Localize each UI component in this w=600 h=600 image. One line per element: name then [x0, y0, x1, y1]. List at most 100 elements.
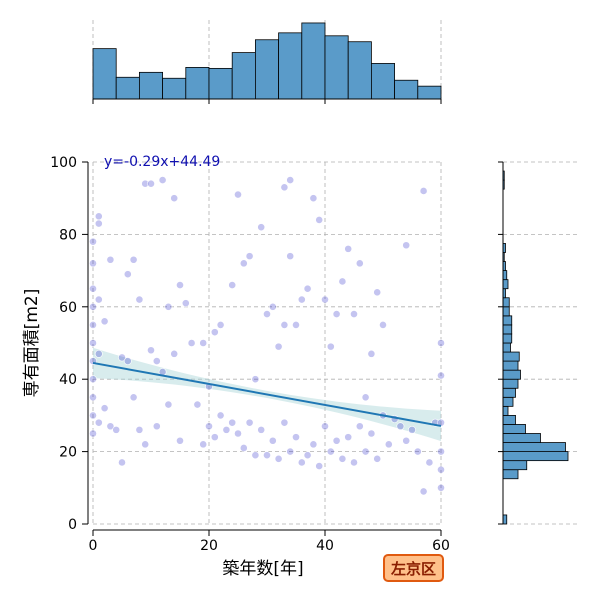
right-hist-bar [502, 324, 513, 335]
y-tick-label: 60 [59, 300, 77, 316]
scatter-point [187, 339, 196, 347]
right-hist-bar [502, 414, 516, 425]
scatter-point [164, 302, 173, 311]
scatter-point [280, 183, 289, 192]
scatter-point [205, 422, 213, 431]
right-hist-bar [502, 315, 513, 326]
scatter-point [89, 302, 97, 311]
scatter-point [94, 418, 103, 427]
scatter-point [303, 451, 312, 460]
top-hist-bar [324, 35, 349, 100]
scatter-point [321, 295, 329, 304]
scatter-point [118, 353, 126, 362]
x-tick-label: 0 [89, 538, 98, 554]
top-hist-bar [370, 63, 395, 100]
scatter-point [437, 483, 445, 492]
top-hist-bar [162, 77, 187, 100]
scatter-point [147, 346, 155, 355]
scatter-point [437, 465, 445, 474]
right-hist-bar [502, 306, 510, 317]
right-hist-bar [502, 424, 526, 434]
right-hist-bar [502, 396, 514, 407]
scatter-point [94, 212, 103, 221]
right-hist-bar [502, 451, 569, 462]
regression-equation: y=-0.29x+44.49 [104, 154, 220, 170]
scatter-point [402, 241, 411, 250]
scatter-point [106, 255, 115, 264]
right-hist-bar [502, 405, 509, 416]
scatter-point [94, 349, 103, 358]
scatter-point [239, 259, 248, 268]
scatter-point [228, 418, 237, 427]
top-hist-ticks [92, 99, 442, 104]
scatter-point [89, 429, 97, 438]
right-hist-bar [502, 469, 519, 480]
scatter-point [89, 259, 97, 268]
x-axis-label: 築年数[年] [222, 559, 303, 579]
right-hist-ticks [498, 161, 503, 525]
scatter-point [89, 237, 97, 246]
scatter-point [193, 400, 202, 409]
scatter-point [292, 433, 300, 442]
scatter-point [123, 357, 132, 365]
scatter-point [257, 223, 266, 232]
scatter-point [141, 440, 150, 449]
top-hist-bars [92, 22, 442, 100]
right-hist-bar [502, 270, 508, 281]
scatter-point [373, 454, 382, 463]
scatter-point [367, 349, 376, 358]
scatter-point [425, 458, 434, 467]
scatter-point [419, 187, 428, 195]
scatter-point [245, 252, 254, 261]
scatter-point [326, 447, 335, 456]
y-axis-ticks: 0 20 40 60 80 100 [50, 155, 88, 533]
top-hist-bar [138, 71, 163, 100]
scatter-point [141, 179, 150, 188]
scatter-point [338, 454, 347, 463]
top-hist-bar [278, 32, 303, 100]
ward-badge-box [383, 554, 444, 582]
scatter-point [350, 310, 358, 318]
scatter-plot: 0 20 40 60 0 20 40 60 80 100 y=-0.29x+44.49 築年数[… [22, 154, 450, 582]
scatter-point [89, 284, 97, 293]
scatter-point [402, 436, 411, 445]
scatter-point [234, 429, 242, 438]
y-tick-label: 80 [59, 227, 77, 243]
scatter-point [315, 216, 324, 224]
top-histogram [92, 20, 442, 104]
scatter-point [210, 433, 219, 442]
scatter-point [384, 440, 393, 449]
right-hist-bar [502, 369, 521, 380]
scatter-point [164, 400, 173, 409]
scatter-point [216, 320, 225, 329]
scatter-point [181, 299, 190, 308]
scatter-point [361, 393, 370, 402]
y-tick-label: 40 [59, 372, 77, 388]
scatter-point [170, 194, 179, 203]
right-hist-bar [502, 387, 516, 398]
scatter-point [89, 375, 97, 384]
scatter-point [274, 454, 283, 463]
scatter-point [263, 451, 271, 460]
scatter-point [123, 270, 132, 279]
scatter-point [135, 425, 144, 434]
scatter-point [147, 179, 155, 188]
scatter-point [94, 219, 103, 228]
scatter-point [158, 176, 167, 184]
scatter-point [344, 244, 353, 253]
scatter-point [89, 411, 97, 420]
scatter-point [268, 436, 277, 445]
scatter-point [309, 440, 318, 449]
regression-line [92, 361, 442, 427]
scatter-point [286, 447, 295, 456]
scatter-point [332, 310, 341, 318]
y-axis-label: 専有面積[m2] [22, 289, 42, 398]
scatter-point [89, 393, 97, 402]
top-hist-bar [115, 76, 140, 100]
scatter-point [176, 436, 184, 445]
scatter-point [245, 418, 254, 427]
right-hist-bar [502, 351, 520, 362]
scatter-point [396, 422, 405, 431]
scatter-point [222, 425, 231, 434]
ward-badge: 左京区 [390, 560, 436, 578]
